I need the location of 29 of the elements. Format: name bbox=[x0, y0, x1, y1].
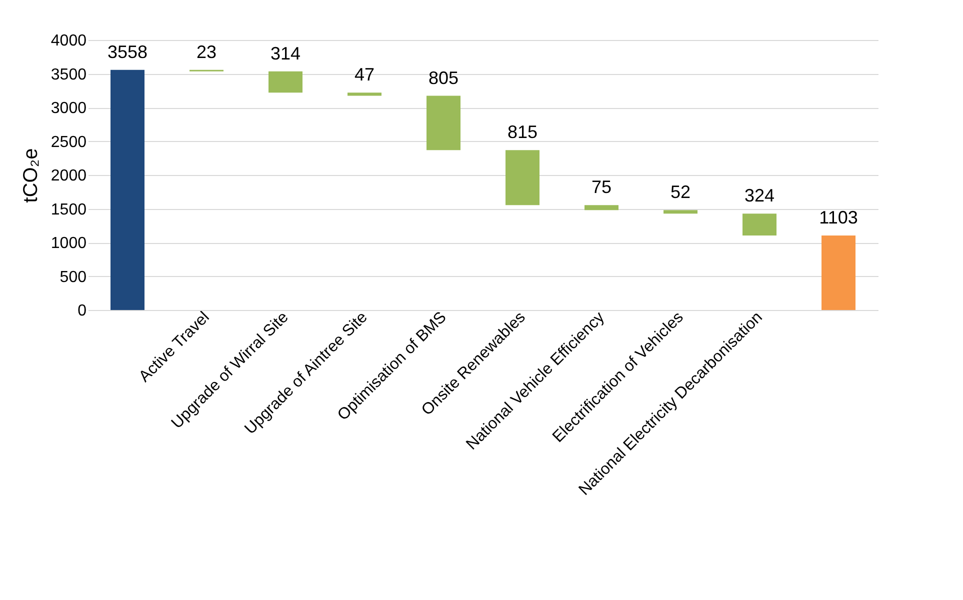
data-label: 52 bbox=[670, 182, 691, 202]
y-axis-title: tCO₂e bbox=[20, 148, 42, 203]
data-label: 324 bbox=[744, 186, 775, 206]
data-label: 815 bbox=[507, 122, 538, 142]
y-tick-label: 2000 bbox=[50, 168, 87, 184]
bar bbox=[822, 236, 856, 310]
bar bbox=[426, 96, 460, 150]
y-tick-label: 2500 bbox=[50, 134, 87, 151]
data-label: 314 bbox=[270, 43, 301, 64]
y-tick-label: 3500 bbox=[50, 66, 87, 84]
y-tick-label: 1500 bbox=[50, 201, 87, 218]
data-label: 47 bbox=[354, 64, 375, 85]
bar bbox=[506, 150, 540, 206]
y-tick-label: 1000 bbox=[50, 235, 87, 252]
bar bbox=[110, 70, 144, 310]
data-label: 75 bbox=[591, 177, 612, 198]
data-label: 805 bbox=[428, 68, 459, 88]
y-tick-label: 500 bbox=[60, 268, 87, 286]
y-tick-label: 3000 bbox=[50, 100, 87, 117]
bar bbox=[268, 71, 302, 93]
bar bbox=[664, 210, 698, 214]
y-tick-label: 0 bbox=[78, 302, 87, 320]
bar bbox=[742, 214, 776, 236]
y-tick-label: 4000 bbox=[50, 32, 87, 50]
bar bbox=[348, 92, 382, 96]
data-label: 23 bbox=[196, 42, 217, 62]
data-label: 3558 bbox=[107, 42, 148, 62]
bar bbox=[584, 205, 618, 210]
data-label: 1103 bbox=[819, 208, 858, 228]
